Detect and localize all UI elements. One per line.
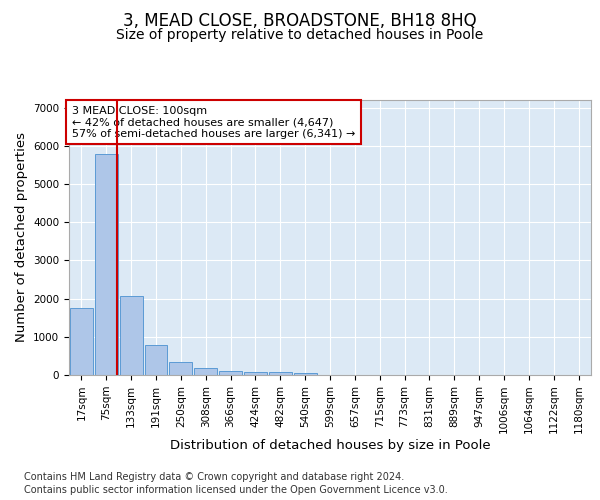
Bar [219, 371, 242, 375]
Bar [70, 308, 93, 375]
Bar [294, 372, 317, 375]
Bar [269, 372, 292, 375]
Text: Contains public sector information licensed under the Open Government Licence v3: Contains public sector information licen… [24, 485, 448, 495]
Text: Contains HM Land Registry data © Crown copyright and database right 2024.: Contains HM Land Registry data © Crown c… [24, 472, 404, 482]
Bar [169, 362, 192, 375]
Text: Size of property relative to detached houses in Poole: Size of property relative to detached ho… [116, 28, 484, 42]
Bar [120, 296, 143, 375]
Bar [145, 345, 167, 375]
X-axis label: Distribution of detached houses by size in Poole: Distribution of detached houses by size … [170, 439, 490, 452]
Text: 3 MEAD CLOSE: 100sqm
← 42% of detached houses are smaller (4,647)
57% of semi-de: 3 MEAD CLOSE: 100sqm ← 42% of detached h… [71, 106, 355, 138]
Y-axis label: Number of detached properties: Number of detached properties [14, 132, 28, 342]
Bar [194, 368, 217, 375]
Bar [244, 372, 267, 375]
Text: 3, MEAD CLOSE, BROADSTONE, BH18 8HQ: 3, MEAD CLOSE, BROADSTONE, BH18 8HQ [123, 12, 477, 30]
Bar [95, 154, 118, 375]
